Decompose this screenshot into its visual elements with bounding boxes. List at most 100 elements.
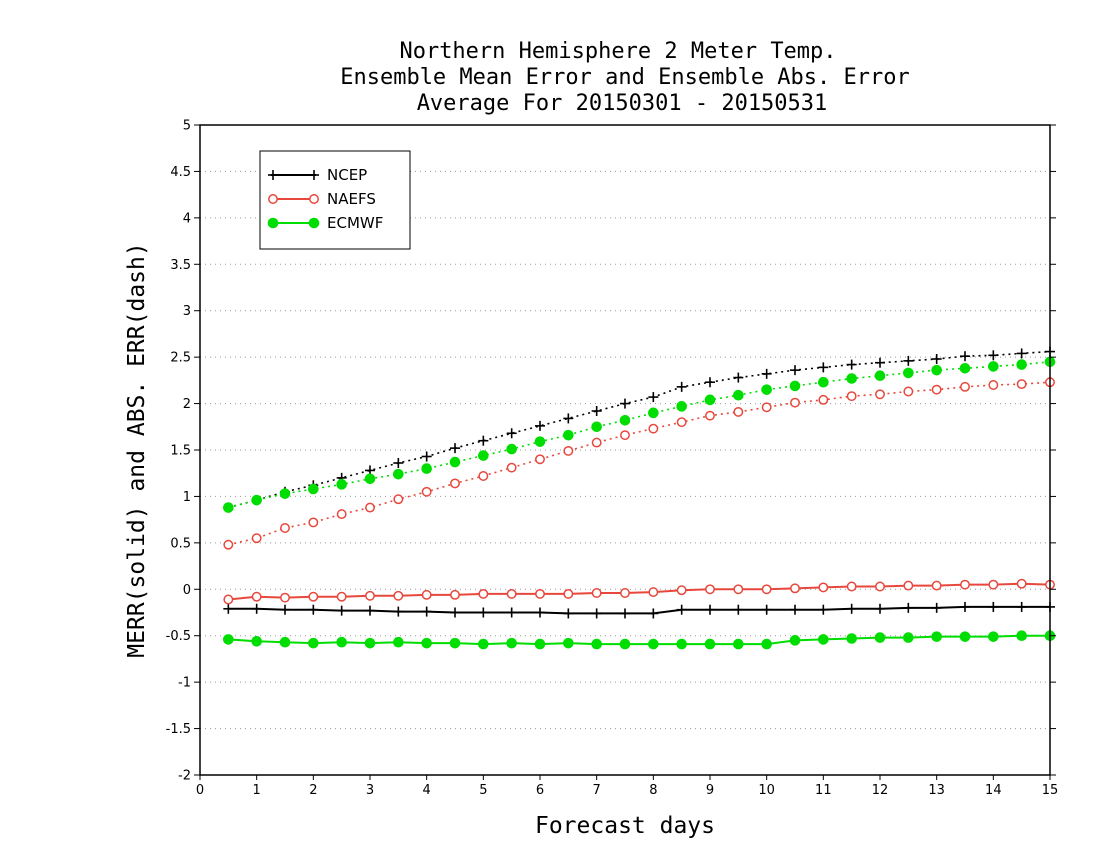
ecmwf-abs-err-point xyxy=(988,361,999,372)
x-tick-label: 11 xyxy=(815,783,832,798)
ncep-abs-err-line xyxy=(228,350,1051,509)
naefs-mean-err-point xyxy=(563,588,574,599)
ncep-abs-err-point xyxy=(1016,348,1027,359)
ncep-abs-err-point xyxy=(875,357,885,368)
x-tick-label: 2 xyxy=(309,783,317,798)
ecmwf-abs-err-point xyxy=(903,367,914,379)
y-tick-label: -2 xyxy=(178,769,191,784)
legend-marker-ecmwf xyxy=(308,217,320,229)
ecmwf-mean-err-point xyxy=(336,636,347,648)
ecmwf-abs-err-point xyxy=(619,414,631,426)
naefs-mean-err-point xyxy=(535,588,545,599)
naefs-abs-err-point xyxy=(478,471,489,481)
ecmwf-abs-err-point xyxy=(648,407,659,419)
legend-marker-ncep xyxy=(268,170,278,180)
y-tick-label: -1.5 xyxy=(166,722,191,737)
y-tick-label: 0.5 xyxy=(170,536,191,551)
ecmwf-abs-err-point xyxy=(308,483,319,495)
legend-items: NCEP NAEFS ECMWF xyxy=(267,166,383,232)
ncep-abs-err-point xyxy=(450,443,460,454)
naefs-abs-err-point xyxy=(280,523,290,533)
ecmwf-abs-err-point xyxy=(506,443,517,455)
chart-title-line-3: Average For 20150301 - 20150531 xyxy=(417,91,828,116)
ncep-mean-err-point xyxy=(251,603,262,614)
ncep-mean-err-point xyxy=(846,603,857,614)
naefs-abs-err-point xyxy=(251,533,262,544)
y-tick-label: 3.5 xyxy=(170,258,191,273)
legend-marker-naefs xyxy=(268,194,278,204)
naefs-mean-err-point xyxy=(393,590,404,601)
x-tick-label: 14 xyxy=(985,783,1002,798)
ecmwf-abs-err-point xyxy=(478,450,489,461)
ncep-abs-err-point xyxy=(421,451,432,462)
x-tick-label: 10 xyxy=(758,783,775,798)
ecmwf-abs-err-point xyxy=(789,380,801,392)
ncep-abs-err-point xyxy=(761,368,772,379)
naefs-mean-err-point xyxy=(308,591,319,602)
ecmwf-mean-err-point xyxy=(563,637,574,649)
ecmwf-abs-err-point xyxy=(591,421,602,433)
ecmwf-mean-err-point xyxy=(903,632,914,643)
ecmwf-mean-err-point xyxy=(251,635,262,647)
ecmwf-abs-err-point xyxy=(563,429,574,441)
naefs-mean-err-point xyxy=(620,588,630,598)
naefs-mean-err-point xyxy=(421,589,432,600)
ncep-abs-err-point xyxy=(790,365,800,376)
ecmwf-abs-err-point xyxy=(449,456,461,468)
ncep-mean-err-point xyxy=(761,604,772,615)
naefs-mean-err-point xyxy=(705,584,715,595)
ecmwf-mean-err-point xyxy=(676,638,687,650)
naefs-abs-err-point xyxy=(563,445,574,456)
x-axis-title: Forecast days xyxy=(535,813,715,839)
naefs-mean-err-point xyxy=(478,588,489,599)
naefs-mean-err-point xyxy=(818,582,829,593)
ecmwf-mean-err-line xyxy=(228,634,1050,646)
legend-label-naefs: NAEFS xyxy=(327,190,376,208)
y-tick-label: 4 xyxy=(183,211,191,226)
ncep-abs-err-point xyxy=(620,398,630,409)
y-tick-label: 0 xyxy=(183,583,191,598)
ecmwf-abs-err-point xyxy=(931,364,942,376)
legend-marker-naefs xyxy=(309,194,319,204)
chart-title-line-2: Ensemble Mean Error and Ensemble Abs. Er… xyxy=(340,65,910,90)
ncep-mean-err-point xyxy=(563,608,574,619)
ncep-mean-err-point xyxy=(308,604,319,615)
naefs-mean-err-point xyxy=(1016,578,1027,589)
naefs-mean-err-point xyxy=(506,588,517,599)
legend: NCEP NAEFS ECMWF xyxy=(259,150,411,250)
ecmwf-mean-err-point xyxy=(478,638,489,650)
ncep-mean-err-point xyxy=(393,606,404,617)
ncep-abs-err-point xyxy=(563,413,574,424)
naefs-abs-err-point xyxy=(308,517,319,528)
naefs-abs-err-point xyxy=(223,539,234,550)
naefs-abs-err-point xyxy=(676,417,687,428)
ecmwf-abs-err-point xyxy=(336,479,347,490)
ncep-mean-err-point xyxy=(903,602,914,613)
chart-title-line-1: Northern Hemisphere 2 Meter Temp. xyxy=(399,39,836,64)
ecmwf-mean-err-point xyxy=(421,637,432,649)
ncep-mean-err-line xyxy=(228,605,1050,615)
legend-label-ecmwf: ECMWF xyxy=(327,214,383,232)
x-tick-label: 4 xyxy=(423,783,431,798)
y-tick-label: 2 xyxy=(183,397,191,412)
naefs-mean-err-point xyxy=(648,587,659,598)
y-tick-label: 2.5 xyxy=(170,351,191,366)
ecmwf-abs-err-point xyxy=(676,401,687,412)
x-tick-label: 0 xyxy=(196,783,204,798)
naefs-abs-err-point xyxy=(931,384,942,395)
y-tick-label: -0.5 xyxy=(166,629,191,644)
ncep-mean-err-point xyxy=(620,608,630,619)
ncep-mean-err-point xyxy=(705,604,715,615)
x-axis: 0 1 2 3 4 5 6 7 8 9 10 11 12 13 14 15 xyxy=(196,775,1058,798)
ncep-abs-err-point xyxy=(535,420,545,431)
x-tick-label: 9 xyxy=(706,783,714,798)
ncep-mean-err-point xyxy=(535,607,545,618)
naefs-abs-err-line xyxy=(228,381,1051,546)
naefs-abs-err-point xyxy=(1016,379,1027,390)
ncep-abs-err-point xyxy=(960,351,970,362)
ncep-mean-err-point xyxy=(818,604,829,615)
naefs-abs-err-point xyxy=(648,423,659,434)
naefs-mean-err-point xyxy=(676,585,687,596)
ncep-mean-err-point xyxy=(506,607,517,618)
naefs-mean-err-line xyxy=(228,582,1051,601)
